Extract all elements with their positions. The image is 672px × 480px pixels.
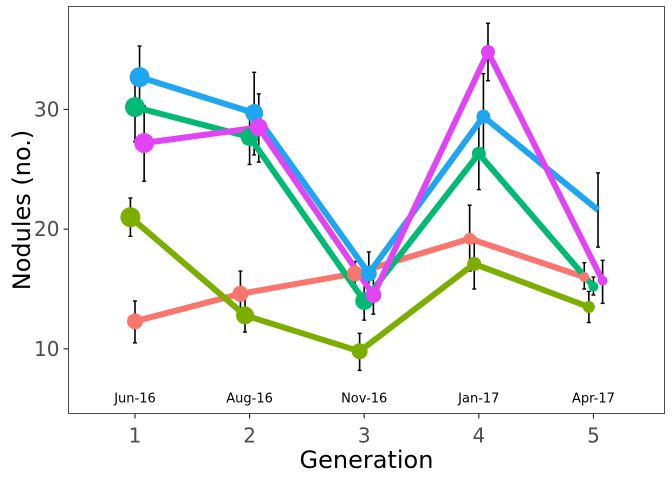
- data-point-s2-1: [120, 207, 141, 228]
- data-point-s2-4: [467, 256, 482, 271]
- data-point-s5-5: [597, 275, 608, 286]
- date-annotation-1: Jun-16: [113, 392, 156, 407]
- data-point-s2-3: [351, 343, 368, 360]
- data-point-s1-2: [232, 285, 249, 302]
- x-axis-title: Generation: [300, 446, 434, 474]
- data-point-s5-3: [365, 286, 382, 303]
- x-tick-label-5: 5: [587, 424, 600, 448]
- y-tick-label-2: 20: [34, 217, 59, 241]
- date-annotation-4: Jan-17: [457, 392, 499, 407]
- x-tick-label-2: 2: [243, 424, 256, 448]
- series-points: [120, 44, 608, 360]
- data-point-s4-4: [476, 109, 491, 124]
- date-annotation-2: Aug-16: [226, 392, 273, 407]
- data-point-s1-3: [347, 265, 364, 282]
- data-point-s5-2: [249, 118, 268, 137]
- y-axis-title: Nodules (no.): [8, 130, 36, 290]
- data-point-s1-4: [463, 232, 476, 245]
- data-point-s4-3: [360, 265, 377, 282]
- data-point-s1-1: [126, 313, 143, 330]
- data-point-s5-4: [480, 44, 495, 59]
- data-point-s1-5: [579, 272, 590, 283]
- data-point-s2-5: [582, 300, 595, 313]
- data-point-s4-2: [245, 104, 264, 123]
- x-axis: 1 2 3 4 5: [129, 413, 600, 448]
- data-point-s4-1: [129, 67, 150, 88]
- x-tick-label-1: 1: [129, 424, 142, 448]
- data-point-s3-5: [588, 281, 599, 292]
- date-annotations: Jun-16 Aug-16 Nov-16 Jan-17 Apr-17: [113, 392, 615, 407]
- y-axis: 10 20 30: [34, 97, 69, 361]
- date-annotation-3: Nov-16: [341, 392, 387, 407]
- date-annotation-5: Apr-17: [572, 392, 615, 407]
- data-point-s3-1: [124, 97, 145, 118]
- data-point-s5-1: [134, 132, 155, 153]
- y-tick-label-1: 10: [34, 337, 59, 361]
- y-tick-label-3: 30: [34, 97, 59, 121]
- x-tick-label-3: 3: [358, 424, 371, 448]
- data-point-s3-4: [471, 146, 486, 161]
- x-tick-label-4: 4: [472, 424, 485, 448]
- data-point-s2-2: [236, 306, 255, 325]
